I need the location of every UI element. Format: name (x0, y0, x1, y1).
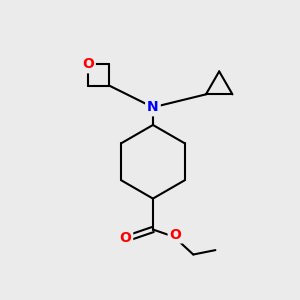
Text: O: O (170, 227, 182, 242)
Text: O: O (82, 57, 94, 71)
Text: N: N (147, 100, 159, 114)
Text: O: O (119, 231, 131, 245)
